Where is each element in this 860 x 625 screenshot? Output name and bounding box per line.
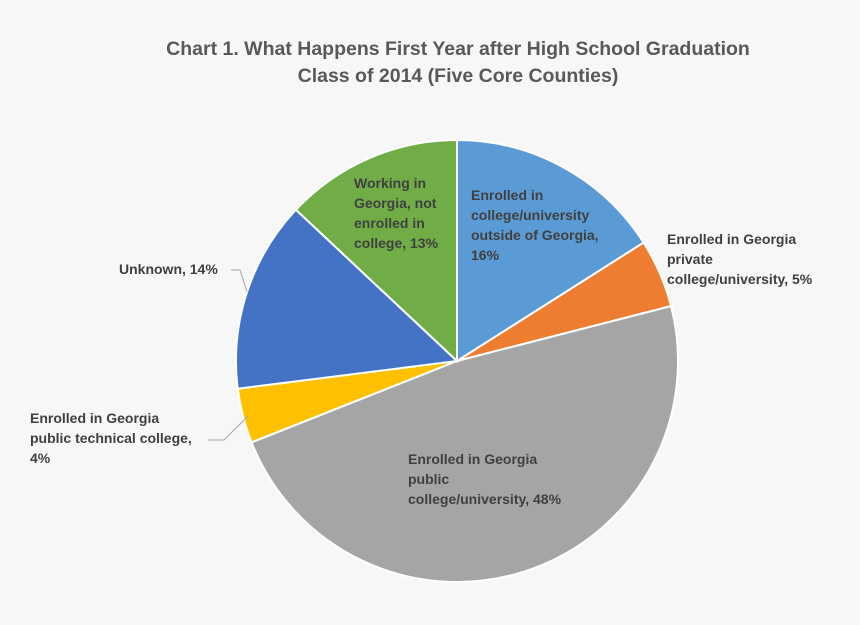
slice-label-outside-georgia: Enrolled in college/university outside o…: [471, 187, 599, 263]
chart-subtitle: Class of 2014 (Five Core Counties): [297, 65, 619, 87]
slice-label-working-georgia: Working in Georgia, not enrolled in coll…: [354, 175, 439, 251]
slice-outside-georgia: [456, 138, 645, 363]
slice-unknown: [235, 208, 460, 390]
chart-title: Chart 1. What Happens First Year after H…: [166, 38, 750, 60]
leader-line-technical-college: [208, 415, 249, 441]
slice-label-private-college: Enrolled in Georgia private college/univ…: [667, 231, 813, 287]
slice-label-technical-college: Enrolled in Georgia public technical col…: [30, 410, 192, 466]
chart-title-block: Chart 1. What Happens First Year after H…: [0, 36, 860, 90]
leader-line-unknown: [231, 269, 248, 293]
slice-label-unknown: Unknown, 14%: [119, 261, 218, 277]
slice-public-college: [250, 304, 679, 583]
slice-label-public-college: Enrolled in Georgia public college/unive…: [408, 451, 562, 507]
slice-working-georgia: [294, 138, 458, 364]
